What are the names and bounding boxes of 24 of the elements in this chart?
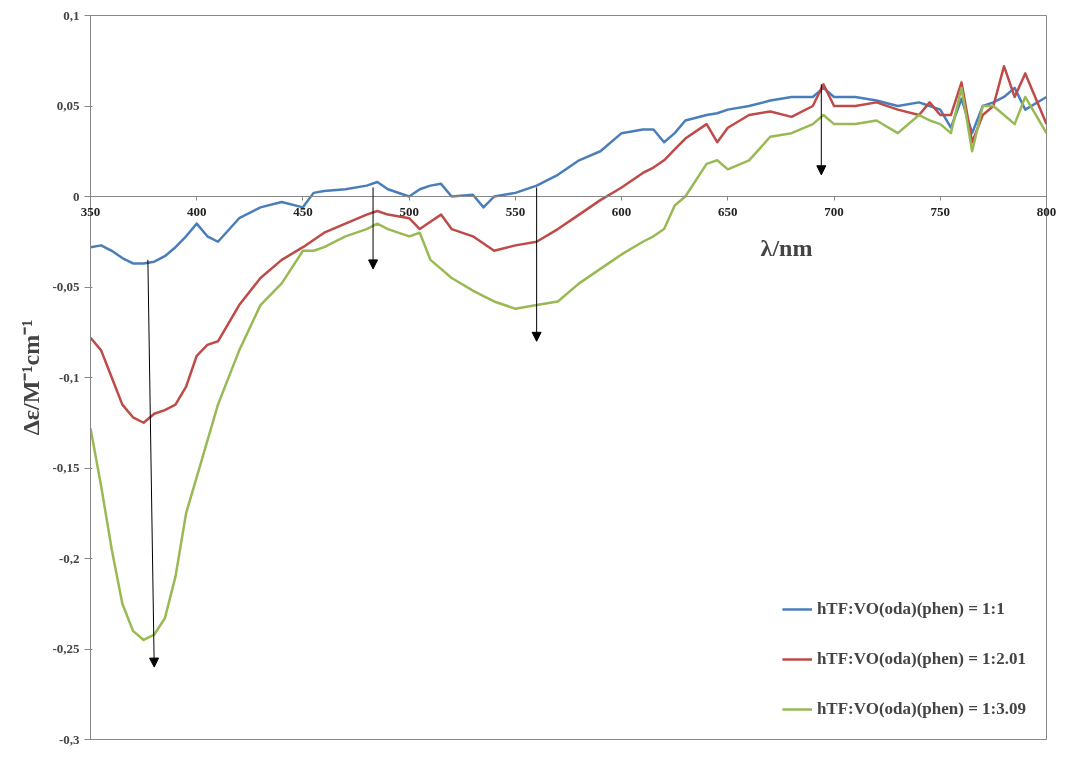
x-tick-label: 350 — [80, 203, 101, 219]
legend-label: hTF:VO(oda)(phen) = 1:3.09 — [816, 699, 1026, 719]
y-tick-label: 0,1 — [63, 7, 80, 23]
y-tick-label: -0,05 — [52, 279, 80, 294]
y-tick-label: -0,2 — [58, 550, 80, 566]
y-tick-label: 0,05 — [56, 98, 80, 113]
x-tick-label: 650 — [718, 203, 738, 219]
y-tick-label: 0 — [73, 188, 80, 204]
y-tick-label: -0,25 — [52, 641, 80, 656]
y-tick-label: -0,15 — [52, 460, 80, 475]
x-tick-label: 550 — [505, 203, 526, 219]
y-tick-label: -0,1 — [58, 369, 80, 385]
legend-label: hTF:VO(oda)(phen) = 1:2.01 — [816, 649, 1026, 669]
legend-label: hTF:VO(oda)(phen) = 1:1 — [816, 599, 1005, 619]
x-tick-label: 700 — [824, 203, 844, 219]
x-tick-label: 450 — [293, 203, 313, 219]
x-tick-label: 600 — [611, 203, 632, 219]
x-axis-title: λ/nm — [760, 234, 813, 261]
y-tick-label: -0,3 — [58, 731, 80, 747]
x-tick-label: 500 — [399, 203, 419, 219]
y-axis-title: Δε/M⁻¹cm⁻¹ — [18, 319, 45, 436]
x-tick-label: 400 — [186, 203, 207, 219]
x-tick-label: 800 — [1036, 203, 1057, 219]
x-tick-label: 750 — [930, 203, 951, 219]
